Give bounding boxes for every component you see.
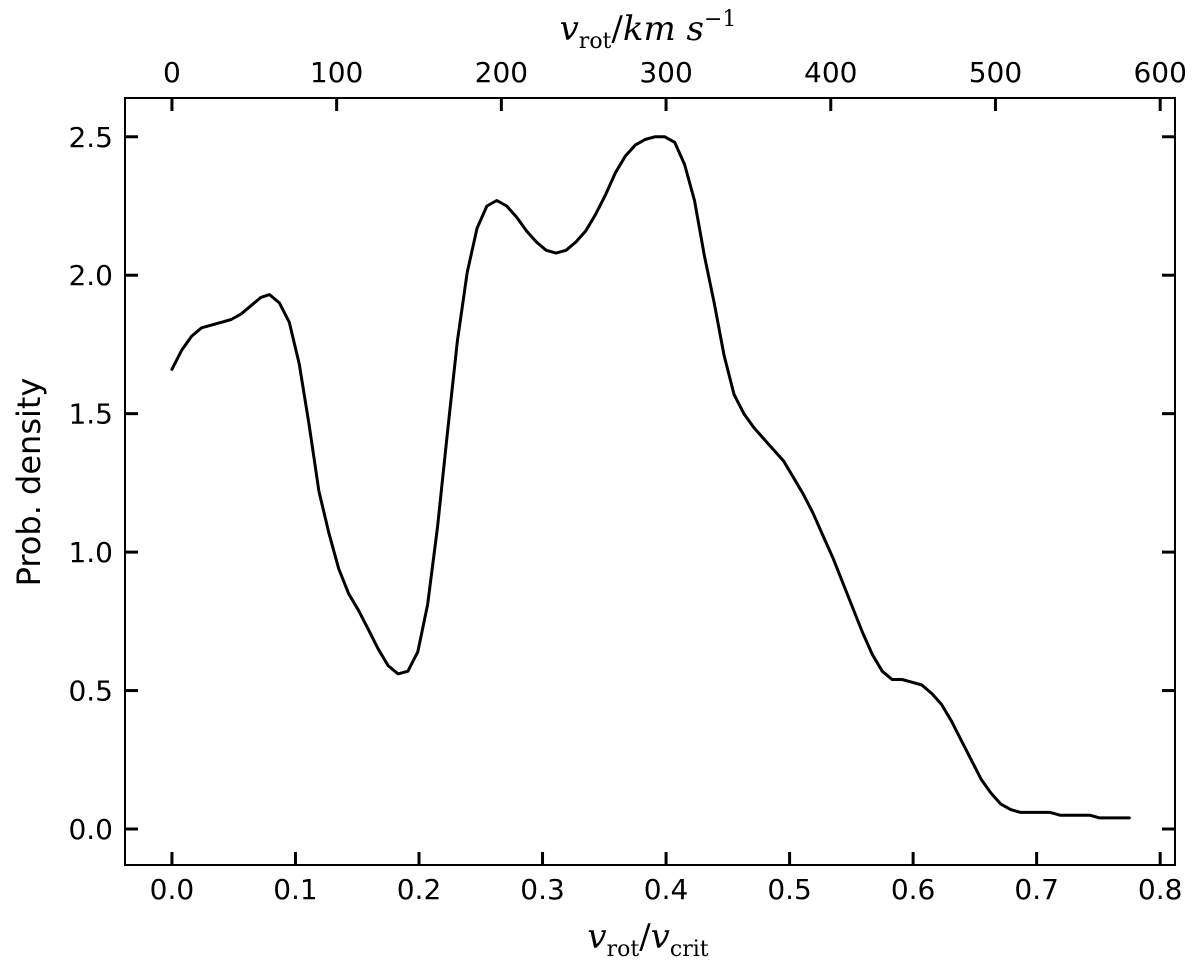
y-tick-label: 0.0 (68, 813, 113, 846)
top-x-tick-label: 0 (163, 56, 181, 89)
plot-frame (124, 97, 1176, 866)
x-tick-label: 0.6 (891, 873, 936, 906)
top-x-tick-label: 100 (310, 56, 363, 89)
axis-tick-labels: 0.0 0.1 0.2 0.3 0.4 0.5 0.6 0.7 0.8 0 100 200 300 400… (68, 56, 1186, 906)
x-tick-label: 0.2 (397, 873, 442, 906)
y-tick-label: 0.5 (68, 675, 113, 708)
top-x-tick-label: 600 (1133, 56, 1186, 89)
x-tick-label: 0.1 (273, 873, 318, 906)
x-tick-label: 0.8 (1138, 873, 1183, 906)
y-axis-label: Prob. density (10, 378, 48, 587)
top-x-tick-label: 300 (639, 56, 692, 89)
y-tick-label: 1.5 (68, 398, 113, 431)
top-x-tick-label: 400 (804, 56, 857, 89)
x-tick-label: 0.4 (644, 873, 689, 906)
axis-ticks (125, 98, 1175, 865)
y-tick-label: 2.0 (68, 259, 113, 292)
y-tick-label: 2.5 (68, 121, 113, 154)
x-tick-label: 0.0 (150, 873, 195, 906)
top-x-axis-label: vrot/km s−1 (560, 7, 737, 54)
top-x-tick-label: 200 (475, 56, 528, 89)
y-tick-label: 1.0 (68, 536, 113, 569)
x-tick-label: 0.7 (1014, 873, 1059, 906)
x-tick-label: 0.3 (520, 873, 565, 906)
series-line (170, 135, 1131, 820)
x-axis-label: vrot/vcrit (587, 917, 708, 962)
x-tick-label: 0.5 (767, 873, 812, 906)
top-x-tick-label: 500 (969, 56, 1022, 89)
